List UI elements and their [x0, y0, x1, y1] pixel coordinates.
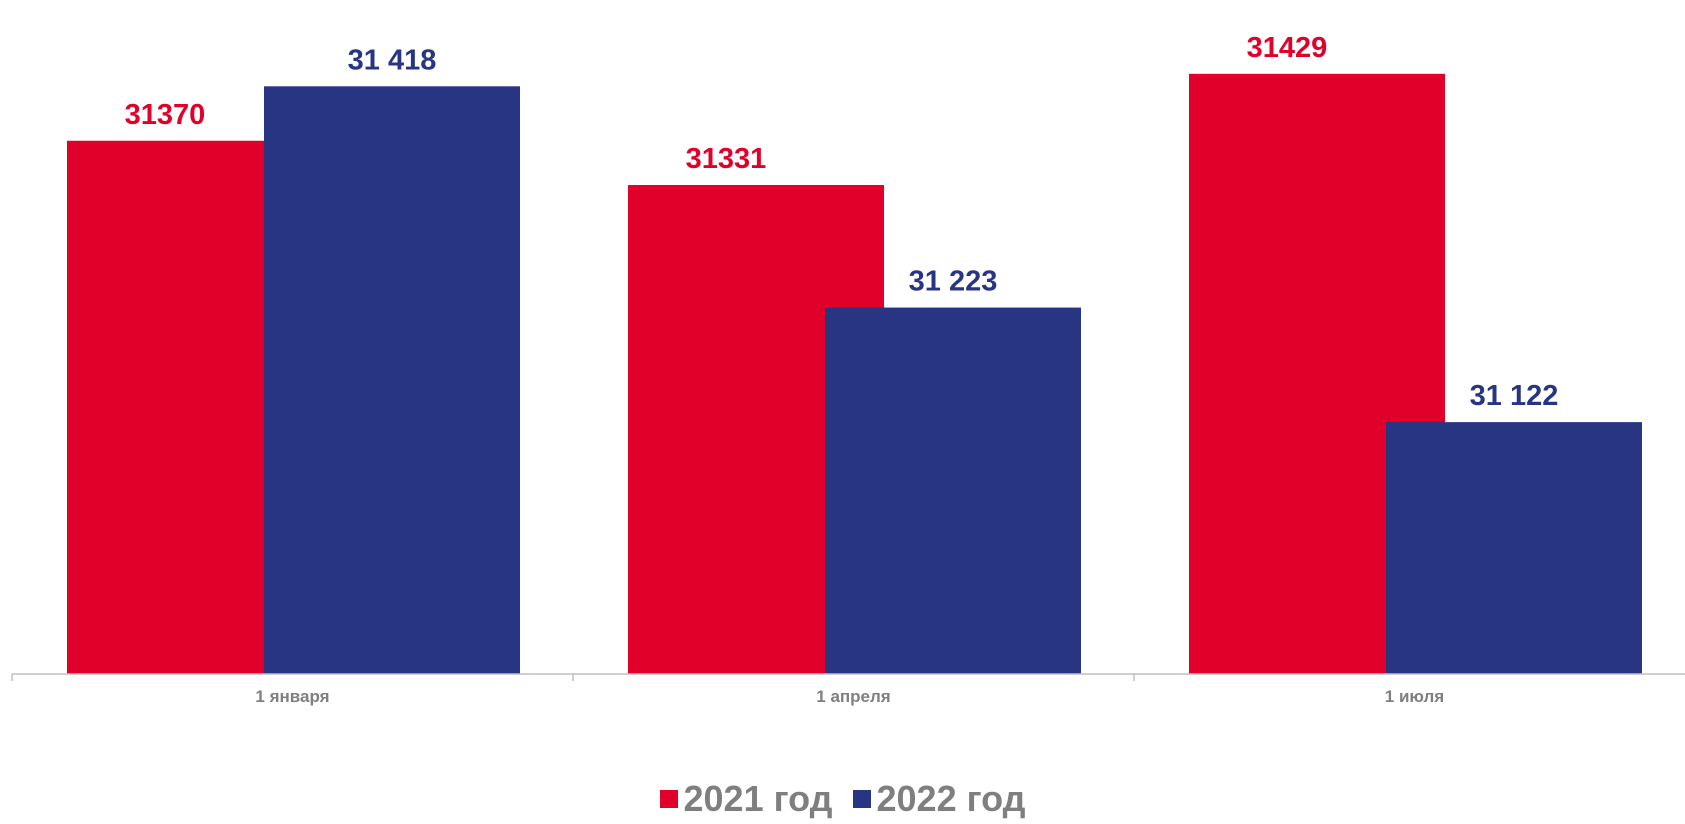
data-label-2021-2: 31429 — [1247, 32, 1328, 64]
data-label-2021-0: 31370 — [125, 99, 206, 131]
data-label-2021-1: 31331 — [686, 143, 767, 175]
legend-item-2022: 2022 год — [852, 778, 1026, 820]
data-label-2022-2: 31 122 — [1470, 380, 1559, 412]
data-label-2022-0: 31 418 — [348, 44, 437, 76]
x-tick-label-2: 1 июля — [1385, 687, 1444, 706]
legend-label-2022: 2022 год — [876, 778, 1026, 819]
bar-2022-0 — [264, 86, 520, 674]
legend-item-2021: 2021 год — [659, 778, 833, 820]
x-tick-label-0: 1 января — [255, 687, 329, 706]
data-label-2022-1: 31 223 — [909, 266, 998, 298]
x-tick-label-1: 1 апреля — [816, 687, 890, 706]
bar-2022-2 — [1386, 422, 1642, 674]
legend-label-2021: 2021 год — [683, 778, 833, 819]
legend-swatch-2022 — [852, 790, 871, 808]
legend: 2021 год 2022 год — [0, 774, 1685, 824]
bar-2022-1 — [825, 307, 1081, 674]
legend-swatch-2021 — [659, 790, 678, 808]
bar-chart: 31370 31 418 31331 31 223 31429 31 122 1 январ… — [11, 32, 1685, 706]
